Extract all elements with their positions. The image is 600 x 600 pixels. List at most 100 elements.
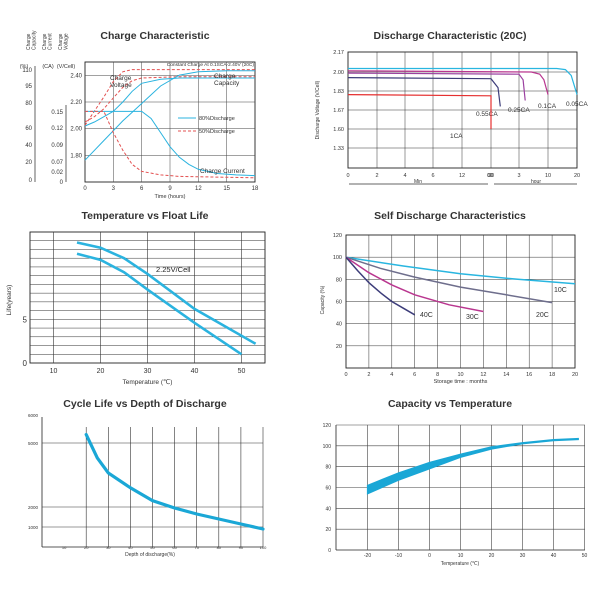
x-tick-label: 9 [168,186,172,192]
x-tick-label: 30 [144,368,152,375]
x-tick-label: 10 [458,553,464,559]
x-tick-label: 6 [140,186,144,192]
x-axis-label: Temperature (℃) [123,378,173,386]
capacity-tick-label: 60 [25,126,32,132]
x-tick-label: 60 [487,173,493,179]
x-tick-label: 50 [238,368,246,375]
y-axis-label: Discharge Voltage (V/Cell) [315,80,321,139]
y-tick-label: 5000 [28,441,39,446]
y-tick-label: 0 [328,548,331,554]
x-tick-label: 0 [428,553,431,559]
axis-unit: (CA) [42,64,53,70]
x-axis-label: Depth of discharge(%) [125,552,175,558]
y-tick-label: 120 [323,423,332,429]
voltage-tick-label: 2.00 [70,127,82,133]
chart-title: Charge Characteristic [100,30,210,42]
x-tick-label: 60 [172,545,177,550]
y-tick-label: 120 [333,233,342,239]
x-unit-label: Min [414,179,422,185]
x-tick-label: 3 [517,173,520,179]
capacity-tick-label: 20 [25,160,32,166]
y-axis-label: Capacity (%) [320,285,326,314]
current-tick-label: 0.09 [51,143,63,149]
x-tick-label: 0 [344,372,347,378]
capacity-tick-label: 95 [25,84,32,90]
series-line [76,241,257,345]
float-life-panel: Temperature vs Float Life 10 20 30 40 50 Temp… [0,200,290,390]
x-tick-label: 16 [526,372,532,378]
axis-header: Current [48,33,54,50]
x-tick-label: 18 [252,186,259,192]
self-discharge-panel: Self Discharge Characteristics 0 2 4 6 8 10 12… [300,200,600,390]
x-tick-label: 4 [390,372,393,378]
y-tick-label: 6000 [28,413,39,418]
x-tick-label: 10 [50,368,58,375]
x-tick-label: 2 [375,173,378,179]
current-tick-label: 0.02 [51,170,63,176]
y-tick-label: 2.00 [333,70,344,76]
current-tick-label: 0.07 [51,160,63,166]
x-tick-label: 40 [191,368,199,375]
axis-header: Voltage [64,33,70,50]
series-label: 0.05CA [566,101,588,108]
x-tick-label: 12 [195,186,202,192]
series-band [366,437,579,495]
float-life-chart: 10 20 30 40 50 Temperature (℃) 0 5 Life(years) 2.… [6,231,266,386]
y-tick-label: 80 [336,277,342,283]
current-tick-label: 0.15 [51,110,63,116]
x-tick-label: 15 [223,186,230,192]
x-tick-label: 20 [97,368,105,375]
x-tick-label: 12 [480,372,486,378]
chart-title: Temperature vs Float Life [81,210,209,222]
x-tick-label: 30 [520,553,526,559]
y-tick-label: 60 [325,486,331,492]
annotation: Charge [214,73,236,80]
y-tick-label: 40 [336,322,342,328]
annotation: Voltage [110,82,132,89]
series-line [347,72,526,101]
x-tick-label: 10 [545,173,551,179]
axis-unit: (%) [20,64,29,70]
series-label: 30C [466,314,479,321]
series-line [347,77,501,107]
axis-header: Charge [26,33,32,50]
axis-header: Charge [58,33,64,50]
y-tick-label: 20 [325,527,331,533]
y-tick-label: 1.33 [333,146,344,152]
y-tick-label: 2000 [28,505,39,510]
y-tick-label: 5 [23,315,28,324]
series-line [76,252,243,356]
x-tick-label: 90 [239,545,244,550]
x-tick-label: 30 [488,173,494,179]
series-line [345,256,553,304]
series-line [84,433,265,531]
cycle-life-panel: Cycle Life vs Depth of Discharge 10 20 30 4… [0,390,290,600]
x-tick-label: 4 [403,173,406,179]
y-tick-label: 20 [336,344,342,350]
x-tick-label: 30 [106,545,111,550]
series-label: 0.55CA [476,111,498,118]
series-line [84,70,255,161]
x-tick-label: -10 [395,553,402,559]
x-tick-label: 3 [112,186,116,192]
series-label: 1CA [450,133,463,140]
x-tick-label: 40 [551,553,557,559]
voltage-tick-label: 2.20 [70,100,82,106]
chart-subtitle: Constant Charge At 0.1SCA-2.40V (20C) [167,62,255,68]
x-axis-label: Temperature (℃) [441,561,480,567]
x-tick-label: 50 [582,553,588,559]
x-tick-label: 40 [128,545,133,550]
axis-unit: (V/Cell) [57,64,76,70]
series-line [84,69,255,126]
y-tick-label: 80 [325,465,331,471]
voltage-tick-label: 2.40 [70,73,82,79]
chart-title: Discharge Characteristic (20C) [373,30,527,42]
x-axis-label: Storage time : months [434,379,488,385]
chart-title: Cycle Life vs Depth of Discharge [63,398,227,410]
discharge-characteristic-chart: 2.17 2.00 1.83 1.67 1.60 1.33 Discharge Voltag… [315,50,588,185]
y-tick-label: 0 [23,359,28,368]
x-tick-label: 20 [84,545,89,550]
legend-label: 50%Discharge [199,129,235,135]
y-tick-label: 40 [325,506,331,512]
axis-header: Charge [42,33,48,50]
